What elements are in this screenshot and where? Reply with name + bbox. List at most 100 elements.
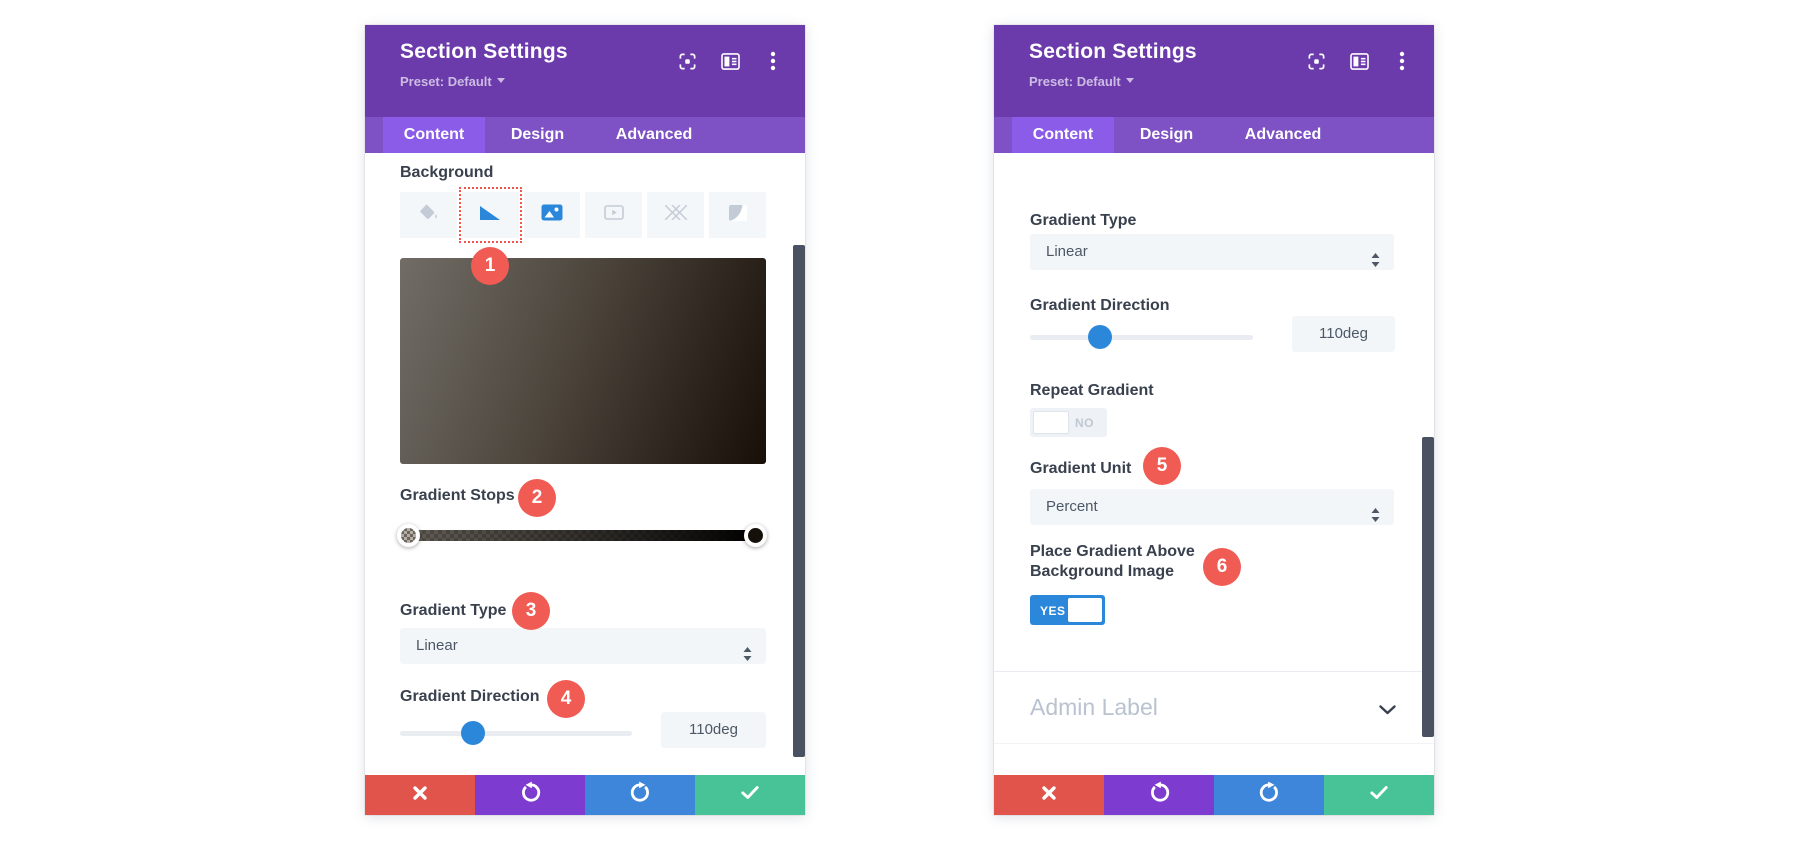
admin-label-section[interactable]: Admin Label xyxy=(994,671,1434,744)
tab-advanced[interactable]: Advanced xyxy=(1244,126,1322,143)
modal-title: Section Settings xyxy=(1029,40,1197,63)
dropdown-arrows-icon xyxy=(743,639,752,675)
undo-button[interactable] xyxy=(475,775,585,815)
section-settings-modal-left: Section Settings Preset: Default xyxy=(365,25,805,815)
preset-dropdown[interactable]: Preset: Default xyxy=(1029,74,1134,89)
modal-header: Section Settings Preset: Default xyxy=(365,25,805,117)
undo-icon xyxy=(519,781,542,809)
toggle-knob xyxy=(1033,411,1069,434)
gradient-direction-slider[interactable] xyxy=(1030,325,1253,349)
gradient-unit-value: Percent xyxy=(1046,498,1098,515)
background-type-selector xyxy=(400,187,766,243)
place-gradient-above-label: Place Gradient Above Background Image xyxy=(1030,542,1240,581)
repeat-gradient-label: Repeat Gradient xyxy=(1030,382,1154,399)
place-gradient-above-toggle[interactable]: YES xyxy=(1030,595,1105,625)
gradient-direction-label: Gradient Direction xyxy=(1030,297,1170,314)
background-mask-tile[interactable] xyxy=(709,192,766,238)
kebab-menu-icon[interactable] xyxy=(1392,51,1412,71)
redo-icon xyxy=(1258,781,1281,809)
gradient-direction-handle[interactable] xyxy=(1088,325,1112,349)
modal-header: Section Settings Preset: Default xyxy=(994,25,1434,117)
background-image-tile[interactable] xyxy=(523,192,581,238)
cancel-button[interactable] xyxy=(994,775,1104,815)
gradient-type-value: Linear xyxy=(1046,243,1088,260)
tab-bar: Content Design Advanced xyxy=(365,117,805,153)
repeat-gradient-toggle[interactable]: NO xyxy=(1030,408,1107,437)
redo-button[interactable] xyxy=(585,775,695,815)
gradient-type-select[interactable]: Linear xyxy=(1030,234,1394,270)
pattern-icon xyxy=(664,204,688,225)
background-gradient-tile[interactable] xyxy=(458,187,522,243)
tab-design[interactable]: Design xyxy=(1139,126,1194,143)
tab-bar: Content Design Advanced xyxy=(994,117,1434,153)
place-gradient-above-line1: Place Gradient Above xyxy=(1030,543,1195,560)
gradient-stop-handle-start[interactable] xyxy=(397,524,420,547)
modal-footer xyxy=(365,775,805,815)
undo-button[interactable] xyxy=(1104,775,1214,815)
background-color-tile[interactable] xyxy=(400,192,457,238)
gradient-direction-value[interactable]: 110deg xyxy=(661,712,766,748)
redo-button[interactable] xyxy=(1214,775,1324,815)
preset-label: Preset: Default xyxy=(400,74,492,89)
chevron-down-icon xyxy=(1379,702,1396,720)
gradient-stops-label: Gradient Stops xyxy=(400,487,515,504)
modal-footer xyxy=(994,775,1434,815)
gradient-preview xyxy=(400,258,766,464)
gradient-direction-slider[interactable] xyxy=(400,721,632,745)
save-button[interactable] xyxy=(695,775,805,815)
background-pattern-tile[interactable] xyxy=(647,192,705,238)
gradient-unit-label: Gradient Unit xyxy=(1030,460,1132,477)
gradient-icon xyxy=(479,205,501,226)
tab-advanced[interactable]: Advanced xyxy=(615,126,693,143)
background-section-label: Background xyxy=(400,164,494,181)
close-icon xyxy=(412,785,428,806)
place-gradient-above-line2: Background Image xyxy=(1030,562,1175,580)
preset-dropdown[interactable]: Preset: Default xyxy=(400,74,505,89)
annotation-badge-2: 2 xyxy=(518,479,556,517)
gradient-type-label: Gradient Type xyxy=(400,602,507,619)
background-video-tile[interactable] xyxy=(585,192,643,238)
fill-color-icon xyxy=(417,203,439,227)
gradient-direction-label: Gradient Direction xyxy=(400,688,540,705)
check-icon xyxy=(1370,785,1388,805)
gradient-direction-value[interactable]: 110deg xyxy=(1292,316,1395,352)
gradient-type-select[interactable]: Linear xyxy=(400,628,766,664)
cancel-button[interactable] xyxy=(365,775,475,815)
toggle-state-label: YES xyxy=(1040,604,1066,618)
annotation-badge-4: 4 xyxy=(547,680,585,718)
tab-content[interactable]: Content xyxy=(383,117,485,153)
dropdown-arrows-icon xyxy=(1371,245,1380,281)
expand-icon[interactable] xyxy=(677,51,697,71)
redo-icon xyxy=(629,781,652,809)
expand-icon[interactable] xyxy=(1306,51,1326,71)
gradient-unit-select[interactable]: Percent xyxy=(1030,489,1394,525)
gradient-stops-slider[interactable] xyxy=(397,523,767,547)
gradient-stops-strip[interactable] xyxy=(402,530,760,541)
undo-icon xyxy=(1148,781,1171,809)
close-icon xyxy=(1041,785,1057,806)
annotation-badge-6: 6 xyxy=(1203,548,1241,586)
modal-title: Section Settings xyxy=(400,40,568,63)
toggle-knob xyxy=(1068,598,1102,622)
tab-content[interactable]: Content xyxy=(1012,117,1114,153)
toggle-state-label: NO xyxy=(1075,416,1094,430)
mask-icon xyxy=(728,204,747,226)
caret-down-icon xyxy=(1125,78,1134,87)
tab-design[interactable]: Design xyxy=(510,126,565,143)
annotation-badge-3: 3 xyxy=(512,592,550,630)
section-settings-modal-right: Section Settings Preset: Default xyxy=(994,25,1434,815)
caret-down-icon xyxy=(496,78,505,87)
preset-label: Preset: Default xyxy=(1029,74,1121,89)
scrollbar-thumb[interactable] xyxy=(793,245,805,757)
check-icon xyxy=(741,785,759,805)
scrollbar-thumb[interactable] xyxy=(1422,437,1434,737)
split-view-icon[interactable] xyxy=(1349,51,1369,71)
gradient-stop-handle-end[interactable] xyxy=(744,524,767,547)
gradient-direction-handle[interactable] xyxy=(461,721,485,745)
split-view-icon[interactable] xyxy=(720,51,740,71)
dropdown-arrows-icon xyxy=(1371,500,1380,536)
kebab-menu-icon[interactable] xyxy=(763,51,783,71)
admin-label-title: Admin Label xyxy=(1030,694,1158,720)
save-button[interactable] xyxy=(1324,775,1434,815)
annotation-badge-1: 1 xyxy=(471,247,509,285)
